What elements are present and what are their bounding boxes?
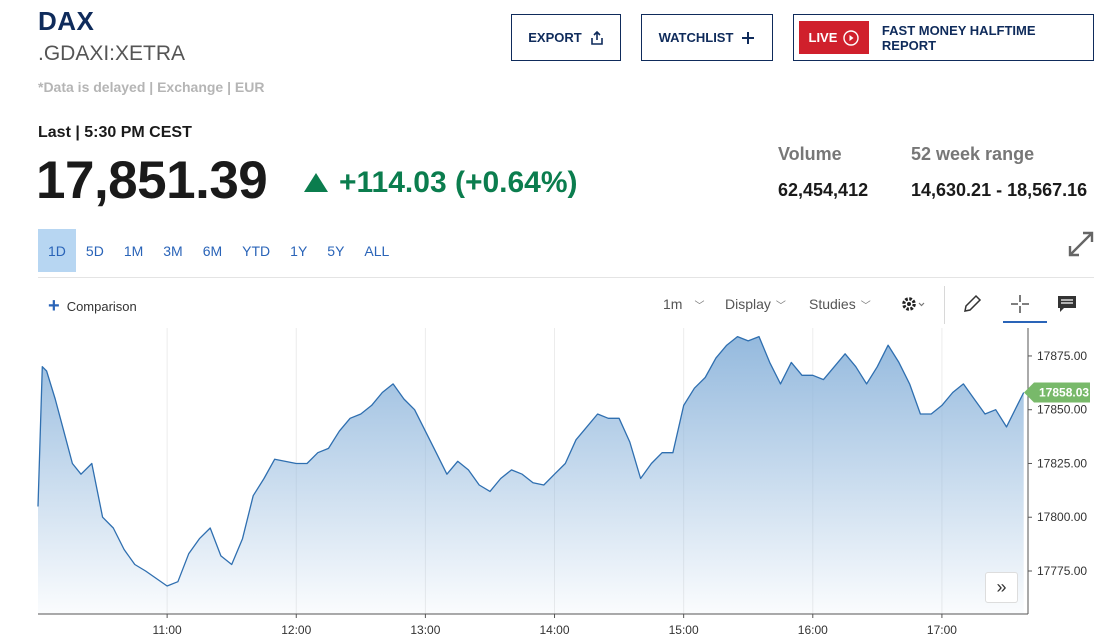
- last-price: 17,851.39: [36, 151, 268, 210]
- watchlist-label: WATCHLIST: [658, 30, 734, 45]
- expand-icon[interactable]: [1066, 229, 1096, 259]
- divider: [38, 277, 1094, 278]
- index-symbol: .GDAXI:XETRA: [38, 42, 186, 65]
- series-line: [37, 335, 1025, 587]
- week-range-label: 52 week range: [911, 144, 1035, 164]
- plus-icon: [741, 31, 755, 45]
- x-tick-label: 14:00: [540, 623, 570, 637]
- range-tab-6m[interactable]: 6M: [202, 242, 223, 259]
- live-show-title: FAST MONEY HALFTIME REPORT: [881, 22, 1036, 53]
- y-tick-label: 17775.00: [1037, 564, 1087, 578]
- range-tab-5y[interactable]: 5Y: [327, 242, 345, 259]
- comparison-button[interactable]: + Comparison: [48, 295, 137, 317]
- plus-icon: +: [48, 295, 60, 317]
- y-tick-label: 17875.00: [1037, 349, 1087, 363]
- interval-value: 1m: [663, 296, 683, 312]
- interval-select[interactable]: 1m ﹀: [663, 296, 704, 312]
- chevron-down-icon: ﹀: [694, 300, 705, 312]
- x-tick-label: 13:00: [410, 623, 440, 637]
- comparison-label: Comparison: [66, 299, 137, 314]
- last-updated: Last | 5:30 PM CEST: [38, 124, 192, 141]
- studies-label: Studies: [809, 296, 856, 312]
- share-icon: [590, 30, 604, 45]
- volume-label: Volume: [778, 144, 842, 164]
- range-tab-ytd[interactable]: YTD: [242, 242, 271, 259]
- comment-icon[interactable]: [1052, 290, 1082, 318]
- x-tick-label: 12:00: [281, 623, 311, 637]
- price-change-value: +114.03 (+0.64%): [339, 166, 578, 199]
- live-badge: LIVE: [799, 21, 869, 54]
- toolbar-separator: [944, 286, 945, 324]
- crosshair-icon[interactable]: [1005, 290, 1035, 318]
- export-button[interactable]: EXPORT: [511, 14, 621, 61]
- chevron-down-icon: ﹀: [860, 300, 871, 312]
- y-tick-label: 17800.00: [1037, 510, 1087, 524]
- time-range-tabs: 1D 5D 1M 3M 6M YTD 1Y 5Y ALL: [38, 229, 399, 272]
- range-tab-3m[interactable]: 3M: [163, 242, 183, 259]
- index-ticker: DAX: [38, 6, 95, 36]
- range-tab-1d[interactable]: 1D: [38, 229, 76, 272]
- x-tick-label: 16:00: [798, 623, 828, 637]
- settings-gear-icon[interactable]: [898, 290, 928, 318]
- up-arrow-icon: [304, 172, 328, 192]
- range-tab-1m[interactable]: 1M: [123, 242, 144, 259]
- export-label: EXPORT: [528, 30, 582, 45]
- live-badge-text: LIVE: [808, 30, 838, 45]
- delay-note: *Data is delayed | Exchange | EUR: [38, 79, 265, 95]
- crosshair-active-indicator: [1003, 321, 1047, 323]
- x-tick-label: 15:00: [669, 623, 699, 637]
- week-range-value: 14,630.21 - 18,567.16: [911, 180, 1088, 200]
- x-tick-label: 11:00: [153, 623, 182, 637]
- range-tab-5d[interactable]: 5D: [85, 242, 104, 259]
- double-chevron-right-icon: »: [996, 577, 1007, 597]
- chevron-down-icon: ﹀: [775, 300, 786, 312]
- live-show-button[interactable]: LIVE FAST MONEY HALFTIME REPORT: [793, 14, 1094, 61]
- display-label: Display: [725, 296, 771, 312]
- last-value-badge: [1024, 382, 1090, 403]
- y-tick-label: 17825.00: [1037, 456, 1087, 470]
- display-select[interactable]: Display ﹀: [725, 296, 786, 312]
- y-tick-label: 17850.00: [1037, 403, 1087, 417]
- last-value-label: 17858.03: [1039, 385, 1089, 399]
- price-change: +114.03 (+0.64%): [304, 166, 578, 200]
- x-tick-label: 17:00: [927, 623, 957, 637]
- scroll-to-latest-button[interactable]: »: [985, 572, 1018, 603]
- range-tab-all[interactable]: ALL: [364, 242, 390, 259]
- play-icon: [843, 29, 860, 46]
- studies-select[interactable]: Studies ﹀: [809, 296, 871, 312]
- range-tab-1y[interactable]: 1Y: [290, 242, 308, 259]
- draw-pencil-icon[interactable]: [957, 290, 987, 318]
- series-area: [38, 336, 1024, 614]
- watchlist-button[interactable]: WATCHLIST: [641, 14, 773, 61]
- volume-value: 62,454,412: [778, 180, 869, 200]
